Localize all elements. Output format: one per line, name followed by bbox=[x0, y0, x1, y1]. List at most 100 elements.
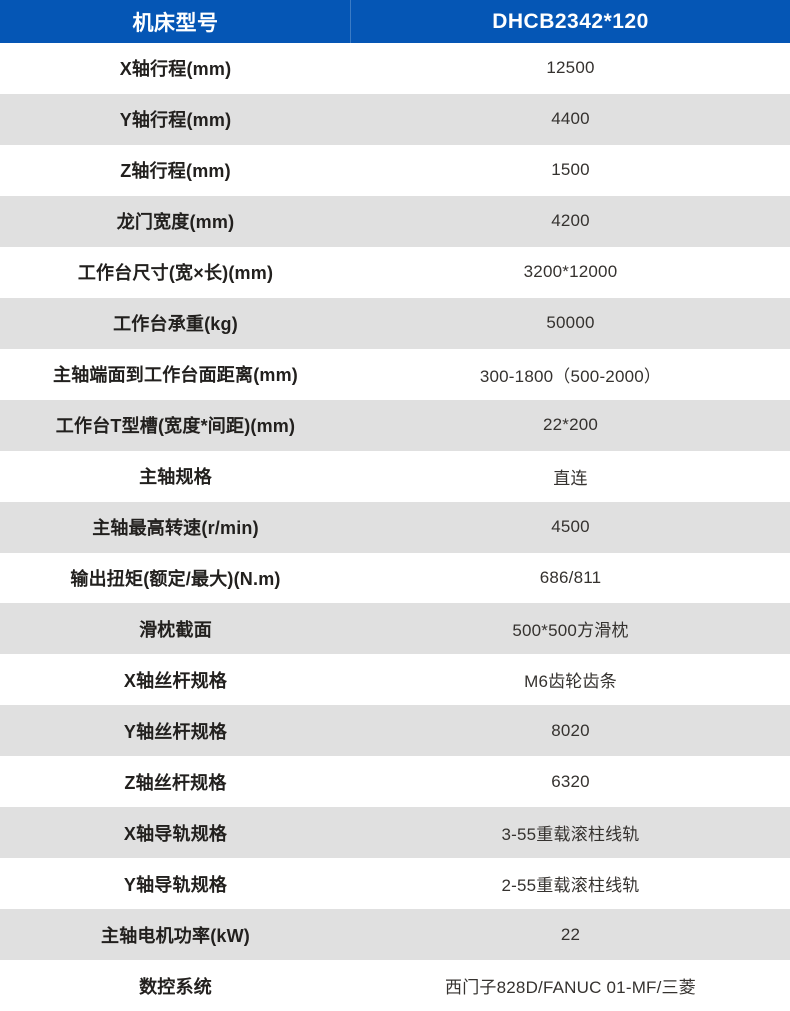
spec-value: 2-55重载滚柱线轨 bbox=[501, 876, 640, 896]
table-row: Z轴行程(mm) 1500 bbox=[0, 144, 790, 196]
header-model-label: 机床型号 bbox=[0, 0, 351, 43]
spec-label-cell: Z轴丝杆规格 bbox=[0, 756, 351, 807]
spec-value: 12500 bbox=[546, 58, 595, 78]
spec-label: 主轴规格 bbox=[139, 467, 212, 488]
table-row: 滑枕截面 500*500方滑枕 bbox=[0, 603, 790, 655]
spec-value-cell: M6齿轮齿条 bbox=[351, 654, 790, 705]
spec-label: 主轴电机功率(kW) bbox=[101, 925, 250, 946]
spec-value-cell: 686/811 bbox=[351, 553, 790, 604]
table-row: 龙门宽度(mm) 4200 bbox=[0, 195, 790, 247]
spec-label: Z轴行程(mm) bbox=[120, 161, 231, 182]
spec-value: 6320 bbox=[551, 771, 590, 791]
spec-label: X轴行程(mm) bbox=[119, 59, 232, 80]
spec-label: X轴丝杆规格 bbox=[123, 670, 228, 691]
spec-label: 输出扭矩(额定/最大)(N.m) bbox=[70, 569, 281, 589]
table-header-row: 机床型号 DHCB2342*120 bbox=[0, 0, 790, 43]
spec-label-cell: Z轴行程(mm) bbox=[0, 145, 351, 196]
spec-label-cell: 主轴规格 bbox=[0, 451, 351, 502]
table-row: Y轴丝杆规格 8020 bbox=[0, 705, 790, 757]
spec-value: 4400 bbox=[551, 109, 590, 129]
spec-value: 3200*12000 bbox=[523, 262, 618, 282]
spec-label-cell: X轴丝杆规格 bbox=[0, 654, 351, 705]
spec-value-cell: 3200*12000 bbox=[351, 247, 790, 298]
spec-label-cell: 龙门宽度(mm) bbox=[0, 196, 351, 247]
spec-label: 主轴端面到工作台面距离(mm) bbox=[53, 365, 298, 386]
table-row: Y轴行程(mm) 4400 bbox=[0, 93, 790, 145]
spec-value-cell: 2-55重载滚柱线轨 bbox=[351, 858, 790, 909]
spec-label: X轴导轨规格 bbox=[123, 823, 228, 844]
spec-value-cell: 12500 bbox=[351, 43, 790, 94]
table-row: 主轴端面到工作台面距离(mm) 300-1800（500-2000） bbox=[0, 348, 790, 400]
table-row: 数控系统 西门子828D/FANUC 01-MF/三菱 bbox=[0, 960, 790, 1011]
spec-label: Y轴导轨规格 bbox=[123, 874, 228, 895]
spec-value-cell: 西门子828D/FANUC 01-MF/三菱 bbox=[351, 960, 790, 1011]
spec-value-cell: 22*200 bbox=[351, 400, 790, 451]
spec-label-cell: 工作台尺寸(宽×长)(mm) bbox=[0, 247, 351, 298]
spec-value-cell: 50000 bbox=[351, 298, 790, 349]
spec-label-cell: 输出扭矩(额定/最大)(N.m) bbox=[0, 553, 351, 604]
spec-label-cell: Y轴丝杆规格 bbox=[0, 705, 351, 756]
spec-value: 22*200 bbox=[542, 415, 599, 435]
table-row: 输出扭矩(额定/最大)(N.m) 686/811 bbox=[0, 552, 790, 604]
spec-label-cell: Y轴行程(mm) bbox=[0, 94, 351, 145]
spec-label: Z轴丝杆规格 bbox=[124, 772, 227, 793]
table-row: 工作台T型槽(宽度*间距)(mm) 22*200 bbox=[0, 399, 790, 451]
spec-value: 1500 bbox=[551, 160, 590, 180]
spec-label-cell: 主轴端面到工作台面距离(mm) bbox=[0, 349, 351, 400]
spec-value-cell: 500*500方滑枕 bbox=[351, 603, 790, 654]
table-row: 工作台尺寸(宽×长)(mm) 3200*12000 bbox=[0, 246, 790, 298]
spec-value: 8020 bbox=[551, 720, 590, 740]
spec-label: 工作台T型槽(宽度*间距)(mm) bbox=[55, 416, 296, 437]
spec-rows: X轴行程(mm) 12500 Y轴行程(mm) 4400 Z轴行程(mm) 15… bbox=[0, 43, 790, 1011]
spec-label-cell: Y轴导轨规格 bbox=[0, 858, 351, 909]
spec-label-cell: 工作台T型槽(宽度*间距)(mm) bbox=[0, 400, 351, 451]
table-row: 主轴规格 直连 bbox=[0, 450, 790, 502]
spec-label: 滑枕截面 bbox=[139, 619, 212, 640]
spec-label: 龙门宽度(mm) bbox=[116, 212, 235, 233]
spec-label-cell: 主轴电机功率(kW) bbox=[0, 909, 351, 960]
spec-label-cell: 数控系统 bbox=[0, 960, 351, 1011]
spec-value-cell: 4400 bbox=[351, 94, 790, 145]
spec-value-cell: 8020 bbox=[351, 705, 790, 756]
spec-label: 主轴最高转速(r/min) bbox=[92, 518, 259, 539]
spec-label-cell: X轴行程(mm) bbox=[0, 43, 351, 94]
table-row: 主轴最高转速(r/min) 4500 bbox=[0, 501, 790, 553]
spec-value: 3-55重载滚柱线轨 bbox=[501, 825, 640, 845]
spec-value: 300-1800（500-2000） bbox=[479, 366, 662, 386]
spec-label-cell: 滑枕截面 bbox=[0, 603, 351, 654]
spec-label-cell: X轴导轨规格 bbox=[0, 807, 351, 858]
spec-value: 686/811 bbox=[539, 568, 602, 587]
spec-label-cell: 工作台承重(kg) bbox=[0, 298, 351, 349]
table-row: X轴导轨规格 3-55重载滚柱线轨 bbox=[0, 807, 790, 859]
spec-label-cell: 主轴最高转速(r/min) bbox=[0, 502, 351, 553]
spec-value-cell: 4500 bbox=[351, 502, 790, 553]
table-row: 工作台承重(kg) 50000 bbox=[0, 297, 790, 349]
table-row: X轴行程(mm) 12500 bbox=[0, 43, 790, 94]
header-model-value: DHCB2342*120 bbox=[492, 9, 649, 33]
spec-value: M6齿轮齿条 bbox=[524, 672, 617, 692]
spec-value-cell: 300-1800（500-2000） bbox=[351, 349, 790, 400]
spec-label: 工作台尺寸(宽×长)(mm) bbox=[77, 263, 274, 284]
spec-label: 数控系统 bbox=[139, 976, 212, 997]
spec-value: 500*500方滑枕 bbox=[512, 621, 629, 641]
spec-value: 4500 bbox=[551, 517, 590, 537]
spec-label: Y轴行程(mm) bbox=[119, 110, 232, 131]
spec-value-cell: 直连 bbox=[351, 451, 790, 502]
spec-value: 西门子828D/FANUC 01-MF/三菱 bbox=[445, 978, 696, 998]
table-row: 主轴电机功率(kW) 22 bbox=[0, 909, 790, 961]
spec-value-cell: 4200 bbox=[351, 196, 790, 247]
table-row: X轴丝杆规格 M6齿轮齿条 bbox=[0, 654, 790, 706]
spec-value-cell: 22 bbox=[351, 909, 790, 960]
spec-value-cell: 3-55重载滚柱线轨 bbox=[351, 807, 790, 858]
table-row: Z轴丝杆规格 6320 bbox=[0, 756, 790, 808]
spec-value-cell: 6320 bbox=[351, 756, 790, 807]
spec-label: 工作台承重(kg) bbox=[113, 314, 238, 335]
spec-value: 4200 bbox=[551, 211, 590, 231]
spec-label: Y轴丝杆规格 bbox=[123, 721, 228, 742]
table-row: Y轴导轨规格 2-55重载滚柱线轨 bbox=[0, 858, 790, 910]
spec-value-cell: 1500 bbox=[351, 145, 790, 196]
spec-value: 22 bbox=[560, 924, 581, 944]
spec-value: 直连 bbox=[553, 468, 588, 488]
spec-value: 50000 bbox=[546, 313, 595, 333]
